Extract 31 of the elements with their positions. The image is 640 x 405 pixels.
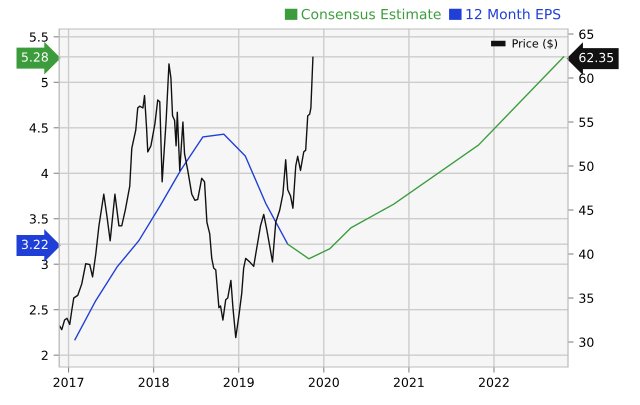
y-tick-label: 5.28 bbox=[22, 52, 48, 62]
y2-tick-label: 40 bbox=[579, 249, 594, 259]
y-tick-label: 3.22 bbox=[22, 240, 48, 250]
legend-label: Consensus Estimate bbox=[302, 8, 441, 20]
y-tick-label: 5 bbox=[42, 78, 48, 88]
y2-tick-label: 55 bbox=[579, 118, 594, 127]
x-tick-label: 2022 bbox=[478, 378, 509, 388]
y2-tick-label: 65 bbox=[579, 29, 594, 39]
y2-tick-label: 30 bbox=[579, 337, 594, 347]
y2-tick-label: 45 bbox=[579, 206, 594, 215]
y-tick-label: 2.5 bbox=[30, 305, 48, 315]
legend-label: Price ($) bbox=[512, 39, 558, 50]
y2-tick-label: 50 bbox=[579, 161, 594, 171]
x-tick-label: 2018 bbox=[138, 378, 169, 388]
y-tick-label: 5.5 bbox=[30, 32, 48, 42]
line-series bbox=[74, 133, 288, 340]
y-tick-label: 3.5 bbox=[30, 214, 48, 224]
y2-tick-label: 35 bbox=[579, 293, 594, 303]
line-series bbox=[59, 56, 314, 338]
x-tick-label: 2021 bbox=[394, 378, 424, 388]
x-tick-label: 2020 bbox=[308, 378, 339, 388]
y-tick-label: 4 bbox=[41, 168, 48, 178]
y-tick-label: 2 bbox=[42, 350, 48, 360]
y-tick-label: 4.5 bbox=[30, 123, 48, 133]
x-tick-label: 2019 bbox=[224, 378, 254, 388]
y2-tick-label: 62.35 bbox=[579, 52, 614, 62]
x-tick-label: 2017 bbox=[54, 378, 84, 388]
y2-tick-label: 60 bbox=[579, 73, 594, 83]
line-series bbox=[287, 56, 564, 260]
legend-label: 12 Month EPS bbox=[466, 8, 560, 20]
y-tick-label: 3 bbox=[42, 260, 48, 270]
